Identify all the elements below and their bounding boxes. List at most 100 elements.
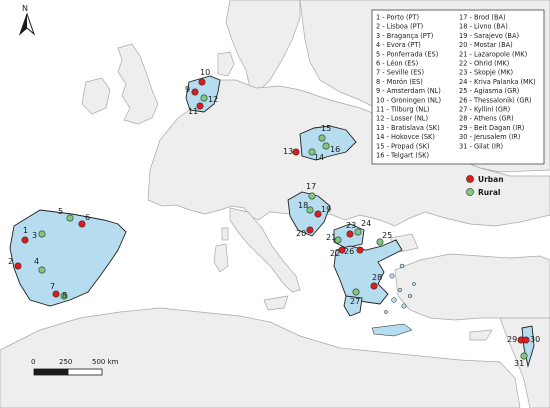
site-label-16: 16 [330,145,340,154]
site-label-26: 26 [344,247,354,256]
site-label-29: 29 [507,335,517,344]
site-label-3: 3 [32,231,37,240]
scale-label: 250 [59,358,72,366]
site-label-25: 25 [382,231,392,240]
site-marker-30 [522,336,530,344]
island [401,303,407,309]
legend-site-entry: 31 - Gilat (IR) [459,142,503,150]
cyprus [469,329,493,341]
site-marker-10 [198,78,206,86]
site-label-17: 17 [306,182,316,191]
site-marker-4 [38,266,46,274]
site-label-10: 10 [200,68,210,77]
legend-site-entry: 22 - Ohrid (MK) [459,60,509,68]
legend-site-entry: 5 - Ponferrada (ES) [376,50,438,58]
site-marker-6 [78,220,86,228]
legend-site-entry: 9 - Amsterdam (NL) [376,87,441,95]
legend-site-entry: 14 - Hokovce (SK) [376,133,435,141]
legend-site-entry: 17 - Brod (BA) [459,14,506,22]
legend-site-entry: 28 - Athens (GR) [459,115,514,123]
corsica [221,227,229,241]
site-marker-24 [354,228,362,236]
site-label-31: 31 [514,359,524,368]
site-marker-16 [322,142,330,150]
site-label-11: 11 [188,107,198,116]
site-marker-3 [38,230,46,238]
legend-site-entry: 6 - Léon (ES) [376,60,418,68]
scale-bar: 0 250 500 km [31,358,119,376]
legend-site-entry: 8 - Morón (ES) [376,78,423,86]
legend-site-entry: 10 - Groningen (NL) [376,96,441,104]
site-label-13: 13 [283,147,293,156]
site-marker-17 [308,192,316,200]
great-britain [117,43,159,125]
north-africa [0,307,521,408]
sicily [263,295,289,311]
north-arrow-label: N [22,4,28,13]
site-marker-28 [370,282,378,290]
north-arrow-icon: N [18,4,36,36]
turkey [394,253,550,323]
site-marker-15 [318,134,326,142]
denmark [217,51,235,77]
site-label-1: 1 [23,226,28,235]
legend-category-rural: Rural [478,188,500,197]
island [384,310,388,314]
site-marker-23 [346,230,354,238]
scale-label: 500 km [92,358,119,366]
legend-site-entry: 23 - Skopje (MK) [459,69,513,77]
site-marker-19 [314,210,322,218]
ireland [81,77,111,115]
site-label-14: 14 [314,153,324,162]
scale-segment [33,368,69,376]
legend-category-urban: Urban [478,175,504,184]
legend-site-entry: 12 - Losser (NL) [376,115,428,123]
aegean-islands [371,263,416,337]
italy [229,207,301,293]
country-israel [521,325,535,368]
legend-site-entry: 3 - Bragança (PT) [376,32,433,40]
site-marker-31 [520,352,528,360]
site-label-21: 21 [326,233,336,242]
country-netherlands [185,75,221,113]
site-marker-8 [60,292,68,300]
scale-label: 0 [31,358,35,366]
site-label-30: 30 [530,335,540,344]
legend-site-entry: 13 - Bratislava (SK) [376,124,440,132]
site-marker-18 [306,206,314,214]
levant [499,317,550,408]
site-label-5: 5 [58,207,63,216]
site-label-4: 4 [34,257,39,266]
site-label-2: 2 [8,257,13,266]
site-marker-22 [338,246,346,254]
site-marker-25 [376,238,384,246]
legend-site-entry: 1 - Porto (PT) [376,14,419,22]
site-label-23: 23 [346,221,356,230]
country-bosnia [287,191,331,237]
category-legend: Urban Rural [466,175,504,197]
site-label-7: 7 [50,282,55,291]
peloponnese [343,295,363,317]
island [397,287,403,293]
site-marker-21 [334,236,342,244]
legend-site-entry: 29 - Beit Dagan (IR) [459,124,524,132]
legend-site-entry: 25 - Agiasma (GR) [459,87,519,95]
sardinia [213,243,229,273]
site-label-6: 6 [85,213,90,222]
legend-site-entry: 19 - Sarajevo (BA) [459,32,519,40]
country-greece [333,239,403,305]
site-marker-20 [306,226,314,234]
island [389,273,395,279]
site-label-8: 8 [62,291,67,300]
site-marker-1 [21,236,29,244]
site-marker-26 [356,246,364,254]
island [407,293,413,299]
site-marker-7 [52,290,60,298]
legend-site-entry: 24 - Kriva Palanka (MK) [459,78,536,86]
site-marker-13 [292,148,300,156]
legend-box [371,9,545,165]
legend-marker-rural [466,188,474,196]
continental-europe [147,79,550,227]
